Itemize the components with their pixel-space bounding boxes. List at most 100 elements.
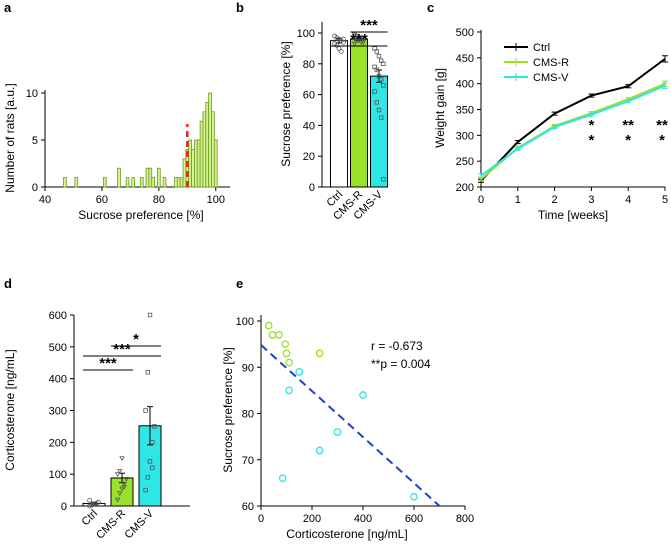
panel-d-y-label: Corticosterone [ng/mL] bbox=[3, 349, 17, 470]
data-point bbox=[360, 37, 367, 42]
histogram-bar bbox=[148, 167, 153, 188]
panel-c-x-tick-label: 4 bbox=[625, 194, 631, 206]
panel-b-y-tick-label: 40 bbox=[303, 120, 315, 132]
scatter-point-cms-v bbox=[333, 428, 342, 436]
data-point bbox=[121, 485, 127, 490]
panel-label-d: d bbox=[4, 276, 12, 291]
correlation-p-label: **p = 0.004 bbox=[371, 357, 431, 371]
data-point bbox=[119, 456, 125, 462]
scatter-point-cms-r bbox=[315, 349, 324, 358]
histogram-bar bbox=[208, 92, 212, 188]
significance-label: *** bbox=[99, 355, 117, 372]
data-point bbox=[372, 89, 377, 94]
data-point bbox=[374, 67, 379, 73]
panel-a-y-tick-label: 10 bbox=[26, 88, 38, 100]
panel-a-y-label: Number of rats [a.u.] bbox=[3, 83, 17, 192]
panel-a-histogram: 40 60 80 100 0 5 10 Sucrose preference [%] Num… bbox=[3, 83, 230, 222]
category-label-cms-r: CMS-R bbox=[94, 508, 128, 542]
panel-c-y-tick-label: 350 bbox=[456, 105, 474, 117]
scatter-point-cms-r bbox=[285, 358, 293, 367]
data-point bbox=[123, 477, 130, 482]
regression-line bbox=[260, 344, 441, 507]
significance-label: * bbox=[133, 331, 139, 348]
series-line-ctrl bbox=[480, 58, 666, 182]
data-point bbox=[372, 46, 377, 51]
panel-d-y-tick-label: 600 bbox=[49, 310, 67, 322]
panel-d-y-tick-label: 100 bbox=[49, 469, 67, 481]
panel-b-y-tick-label: 20 bbox=[303, 151, 315, 163]
panel-e-y-tick-label: 70 bbox=[242, 455, 254, 467]
scatter-point-cms-r bbox=[268, 331, 277, 339]
histogram-bar bbox=[199, 120, 204, 188]
data-point bbox=[149, 465, 155, 470]
data-point bbox=[145, 475, 150, 480]
panel-label-c: c bbox=[427, 0, 434, 15]
panel-c-x-label: Time [weeks] bbox=[538, 208, 608, 222]
star-cms-v: * bbox=[588, 132, 594, 149]
panel-e-y-tick-label: 90 bbox=[242, 362, 254, 374]
panel-d-y-tick-label: 500 bbox=[49, 342, 67, 354]
histogram-bar bbox=[202, 111, 207, 188]
significance-label: *** bbox=[360, 17, 378, 34]
data-point bbox=[378, 115, 384, 120]
data-point bbox=[374, 100, 379, 105]
panel-a-x-tick-label: 80 bbox=[153, 194, 165, 206]
data-point bbox=[149, 440, 155, 445]
data-point bbox=[381, 83, 386, 88]
significance-label: *** bbox=[350, 31, 368, 48]
data-point bbox=[119, 486, 125, 492]
panel-c-y-tick-label: 200 bbox=[456, 182, 474, 194]
data-point bbox=[87, 497, 92, 503]
panel-a-y-tick-label: 0 bbox=[32, 182, 38, 194]
panel-e-y-tick-label: 60 bbox=[242, 501, 254, 513]
panel-c-x-tick-label: 2 bbox=[552, 194, 558, 206]
panel-a-y-tick-label: 5 bbox=[32, 135, 38, 147]
histogram-bar bbox=[188, 139, 192, 188]
histogram-bar bbox=[157, 167, 161, 188]
panel-e-x-label: Corticosterone [ng/mL] bbox=[286, 527, 407, 541]
data-point bbox=[378, 58, 384, 63]
data-point bbox=[114, 472, 121, 477]
data-point bbox=[91, 502, 97, 507]
data-point bbox=[381, 61, 386, 66]
data-point bbox=[114, 497, 121, 503]
data-point bbox=[143, 487, 148, 493]
panel-e-scatter: 0 200 400 600 800 60 70 80 90 100 r = -0.673 **p … bbox=[221, 315, 474, 541]
panel-e-y-label: Sucrose preference [%] bbox=[221, 347, 235, 472]
histogram-bar bbox=[194, 139, 198, 188]
star-cms-r: ** bbox=[622, 117, 634, 134]
scatter-point-cms-r bbox=[282, 349, 291, 358]
histogram-bar bbox=[117, 167, 121, 188]
histogram-bar bbox=[145, 167, 150, 188]
data-point bbox=[340, 36, 346, 42]
scatter-point-cms-r bbox=[281, 340, 290, 348]
panel-b-y-tick-label: 80 bbox=[303, 59, 315, 71]
panel-e-y-tick-label: 80 bbox=[242, 409, 254, 421]
panel-d-y-tick-label: 0 bbox=[61, 501, 67, 513]
correlation-r-label: r = -0.673 bbox=[371, 339, 423, 353]
panel-c-y-tick-label: 400 bbox=[456, 79, 474, 91]
data-point bbox=[121, 481, 127, 487]
histogram-bar bbox=[179, 177, 184, 188]
histogram-bar bbox=[139, 177, 144, 188]
panel-c-y-tick-label: 250 bbox=[456, 156, 474, 168]
star-cms-r: ** bbox=[656, 117, 668, 134]
panel-c-x-tick-label: 0 bbox=[478, 194, 484, 206]
data-point bbox=[360, 40, 367, 46]
panel-e-x-tick-label: 0 bbox=[258, 513, 264, 525]
histogram-bar bbox=[182, 158, 187, 188]
data-point bbox=[372, 64, 377, 70]
data-point bbox=[376, 107, 382, 113]
panel-label-b: b bbox=[236, 0, 244, 15]
data-point bbox=[351, 41, 358, 47]
data-point bbox=[145, 370, 150, 375]
scatter-point-cms-v bbox=[278, 474, 287, 483]
significance-label: *** bbox=[113, 341, 131, 358]
panel-a-x-tick-label: 100 bbox=[207, 194, 225, 206]
series-line-cms-v bbox=[480, 84, 666, 177]
star-cms-r: * bbox=[588, 117, 594, 134]
histogram-bar bbox=[131, 177, 136, 188]
histogram-bar bbox=[176, 177, 181, 188]
data-point bbox=[381, 177, 386, 182]
